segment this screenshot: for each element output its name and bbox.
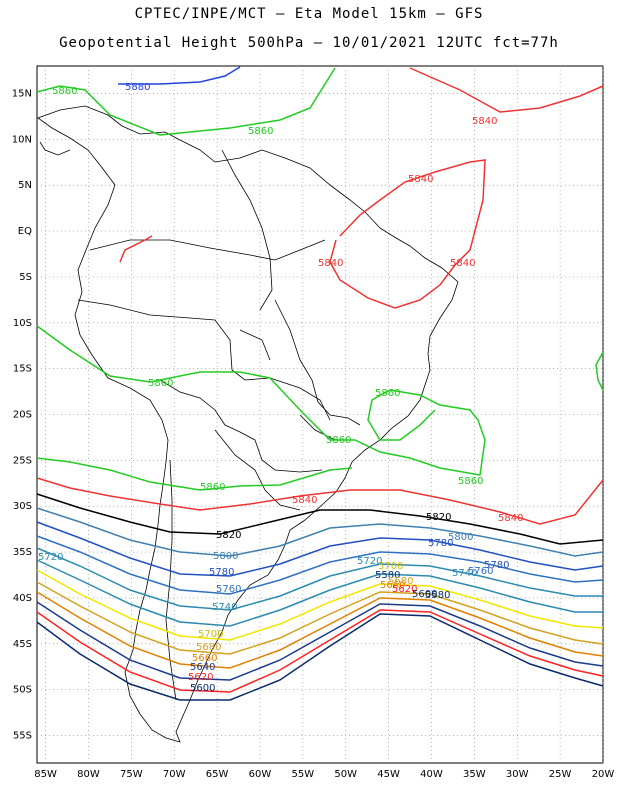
lon-tick-label: 40W [420,769,443,780]
lon-tick-label: 55W [292,769,315,780]
contour-label: 5860 [52,86,77,97]
contour-label: 5840 [408,174,433,185]
contour-label: 5600 [412,589,437,600]
contour-5720 [36,559,603,627]
contour-5620 [36,609,604,693]
lon-tick-label: 70W [163,769,186,780]
contour-label: 5580 [425,590,450,601]
lat-tick-label: 40S [13,593,32,604]
contour-5780 [36,521,604,577]
contour-5660 [36,591,604,669]
contour-5820 [36,493,604,545]
contour-label: 5800 [213,551,238,562]
contour-label: 5740 [452,568,477,579]
lon-tick-label: 65W [206,769,229,780]
contour-label: 5660 [192,653,217,664]
contour-label: 5840 [318,258,343,269]
contour-label: 5860 [326,435,351,446]
contour-label: 5700 [378,561,403,572]
contour-label: 5740 [212,602,237,613]
lat-tick-label: 30S [13,501,32,512]
contour-label: 5860 [458,476,483,487]
lat-tick-label: 20S [13,410,32,421]
lon-tick-label: 30W [506,769,529,780]
lat-tick-label: 35S [13,547,32,558]
contour-labels: 5880 5860 5860 5860 5860 5860 5860 5860 … [38,82,523,694]
contour-label: 5680 [196,642,221,653]
lon-tick-label: 50W [334,769,357,780]
contour-5840-brazil [329,159,486,309]
contour-label: 5840 [472,116,497,127]
contour-label: 5860 [248,126,273,137]
lat-tick-label: 15S [13,364,32,375]
contour-label: 5800 [448,532,473,543]
lon-tick-label: 75W [120,769,143,780]
lon-tick-label: 60W [249,769,272,780]
lon-tick-label: 45W [377,769,400,780]
contours [36,66,604,701]
lon-tick-label: 25W [549,769,572,780]
contour-label: 5820 [426,512,451,523]
contour-5880 [118,66,241,85]
contour-label: 5620 [392,584,417,595]
contour-label: 5780 [428,538,453,549]
lat-tick-label: 50S [13,685,32,696]
contour-label: 5640 [190,662,215,673]
lat-tick-label: 5S [19,272,32,283]
contour-5860-central [36,325,486,476]
lat-tick-label: EQ [18,226,32,237]
lon-tick-label: 20W [592,769,615,780]
lat-tick-label: 55S [13,730,32,741]
lat-tick-label: 10S [13,318,32,329]
contour-5600 [36,613,604,701]
lon-tick-label: 85W [34,769,57,780]
contour-5740 [36,547,603,611]
lat-tick-label: 25S [13,455,32,466]
contour-5680 [36,581,604,655]
contour-label: 5620 [188,672,213,683]
contour-label: 5580 [375,570,400,581]
contour-label: 5660 [380,580,405,591]
contour-label: 5860 [200,482,225,493]
lat-tick-label: 45S [13,639,32,650]
contour-label: 5780 [209,567,234,578]
contour-label: 5760 [216,584,241,595]
lat-tick-label: 15N [12,89,32,100]
contour-5840-south [36,477,604,525]
contour-5760 [36,535,604,595]
lat-tick-label: 10N [12,134,32,145]
contour-5640 [36,601,604,681]
longitude-labels: 85W 80W 75W 70W 65W 60W 55W 50W 45W 40W 35W 30W 25W 2… [34,769,614,780]
contour-5700 [36,569,604,641]
chart-title-line1: CPTEC/INPE/MCT – Eta Model 15km – GFS [134,6,484,22]
contour-label: 5820 [216,530,241,541]
contour-label: 5600 [190,683,215,694]
contour-label: 5840 [498,513,523,524]
contour-label: 5720 [38,552,63,563]
contour-label: 5860 [148,378,173,389]
contour-5800 [36,507,604,557]
contour-label: 5680 [388,576,413,587]
contour-label: 5760 [468,566,493,577]
chart-title-line2: Geopotential Height 500hPa – 10/01/2021 … [59,35,559,51]
lat-tick-label: 5N [18,180,32,191]
contour-label: 5840 [450,258,475,269]
contour-label: 5700 [198,629,223,640]
contour-5860-south [36,457,353,491]
contour-label: 5880 [125,82,150,93]
contour-label: 5840 [292,495,317,506]
contour-5840-amazon [119,235,153,263]
contour-label: 5720 [357,556,382,567]
lon-tick-label: 80W [77,769,100,780]
contour-label: 5860 [375,388,400,399]
contour-label: 5780 [484,560,509,571]
contour-5860-north [36,67,336,136]
lon-tick-label: 35W [463,769,486,780]
latitude-labels: 15N 10N 5N EQ 5S 10S 15S 20S 25S 30S 35S 40S 45S 50S 5… [12,89,32,742]
contour-5840-north [409,67,604,113]
contour-5860-east [595,351,604,391]
